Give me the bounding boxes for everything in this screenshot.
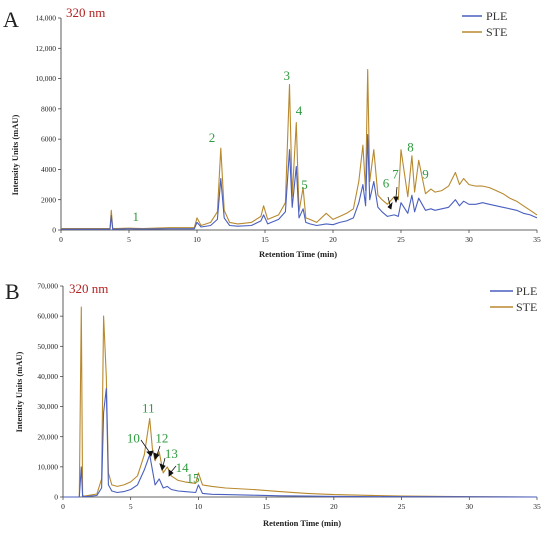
peak-label: 4: [296, 103, 303, 118]
peak-label: 9: [422, 167, 429, 182]
x-tick-label: 15: [262, 502, 270, 511]
x-tick-label: 15: [261, 235, 269, 244]
peak-label: 12: [155, 431, 168, 446]
panel-a-legend-ple: PLE: [486, 9, 507, 23]
peak-label: 1: [133, 209, 140, 224]
x-tick-label: 5: [127, 235, 131, 244]
panel-b-legend: PLE STE: [490, 284, 537, 314]
y-tick-label: 0: [52, 226, 56, 235]
series-line-ste: [61, 68, 538, 230]
panel-a-wavelength-label: 320 nm: [66, 5, 105, 20]
x-tick-label: 20: [329, 235, 337, 244]
panel-b-letter: B: [5, 279, 20, 304]
panel-b-y-axis-title: Intensity Units (mAU): [14, 351, 24, 432]
panel-a-x-axis-title: Retention Time (min): [259, 249, 337, 259]
panel-b: B 320 nm Intensity Units (mAU) Retention…: [5, 279, 541, 528]
y-tick-label: 6000: [41, 135, 56, 144]
x-tick-label: 0: [59, 235, 63, 244]
peak-label: 3: [284, 68, 291, 83]
y-tick-label: 30,000: [37, 402, 58, 411]
peak-label: 14: [176, 460, 190, 475]
peak-label: 7: [392, 167, 399, 182]
panel-b-wavelength-label: 320 nm: [69, 281, 108, 296]
y-tick-label: 20,000: [37, 432, 58, 441]
peak-label: 5: [301, 177, 308, 192]
panel-a: A 320 nm Intensity Units (mAU) Retention…: [3, 5, 541, 259]
y-tick-label: 10,000: [35, 74, 56, 83]
x-tick-label: 5: [129, 502, 133, 511]
peak-label: 2: [209, 130, 216, 145]
panel-a-letter: A: [3, 7, 19, 32]
panel-a-arrows: [387, 186, 399, 210]
panel-b-legend-ple: PLE: [516, 284, 537, 298]
peak-label: 6: [383, 176, 390, 191]
panel-b-tick-labels: 0 5 10 15 20 25 30 35 0 10,000 20,000 30,000 40,000 5…: [37, 282, 541, 511]
panel-b-x-axis-title: Retention Time (min): [263, 518, 341, 528]
panel-b-arrows: [140, 439, 177, 477]
x-tick-label: 35: [533, 502, 541, 511]
y-tick-label: 40,000: [37, 372, 58, 381]
x-tick-label: 10: [195, 502, 203, 511]
panel-b-legend-ste: STE: [516, 300, 537, 314]
y-tick-label: 2000: [41, 195, 56, 204]
panel-a-series-lines: [61, 68, 538, 230]
panel-a-legend: PLE STE: [462, 9, 507, 39]
panel-b-series-lines: [63, 306, 538, 498]
y-tick-label: 10,000: [37, 462, 58, 471]
peak-label: 8: [407, 139, 414, 154]
x-tick-label: 0: [61, 502, 65, 511]
panel-a-y-axis-title: Intensity Units (mAU): [10, 114, 20, 195]
peak-label: 10: [127, 431, 140, 446]
x-tick-label: 35: [533, 235, 541, 244]
peak-label: 11: [142, 401, 155, 416]
series-line-ple: [63, 387, 538, 498]
x-tick-label: 30: [465, 235, 473, 244]
series-line-ste: [63, 306, 538, 498]
x-tick-label: 20: [330, 502, 338, 511]
series-line-ple: [61, 134, 538, 230]
y-tick-label: 60,000: [37, 312, 58, 321]
y-tick-label: 0: [54, 493, 58, 502]
y-tick-label: 50,000: [37, 342, 58, 351]
x-tick-label: 25: [397, 235, 405, 244]
y-tick-label: 14,000: [35, 14, 56, 23]
peak-label: 13: [165, 446, 178, 461]
y-tick-label: 70,000: [37, 282, 58, 291]
y-tick-label: 4000: [41, 165, 56, 174]
panel-a-tick-labels: 0 5 10 15 20 25 30 350200040006000800010,00012,…: [35, 14, 541, 244]
x-tick-label: 10: [193, 235, 201, 244]
x-tick-label: 25: [398, 502, 406, 511]
panel-a-legend-ste: STE: [486, 25, 507, 39]
y-tick-label: 8000: [41, 104, 56, 113]
x-tick-label: 30: [466, 502, 474, 511]
peak-label: 15: [187, 471, 200, 486]
y-tick-label: 12,000: [35, 44, 56, 53]
